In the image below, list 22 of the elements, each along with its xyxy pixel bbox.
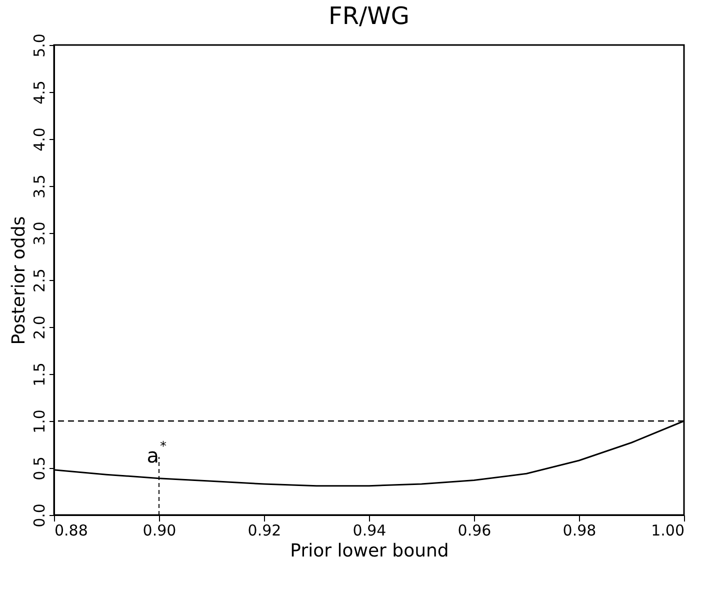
y-tick-label: 1.0: [30, 410, 48, 434]
y-tick-label: 2.0: [30, 316, 48, 340]
y-tick-label: 2.5: [30, 268, 48, 292]
y-tick-label: 5.0: [30, 34, 48, 58]
y-tick-label: 3.0: [30, 222, 48, 246]
x-tick-label: 0.92: [248, 522, 282, 540]
x-tick-label: 0.88: [54, 522, 88, 540]
x-tick-label: 0.98: [562, 522, 596, 540]
y-tick-label: 1.5: [30, 362, 48, 386]
y-tick-label: 4.0: [30, 128, 48, 152]
annotation: a*: [146, 439, 167, 468]
y-axis-title: Posterior odds: [8, 216, 30, 345]
y-tick-label: 4.5: [30, 80, 48, 104]
x-tick-label: 0.94: [352, 522, 386, 540]
y-tick-label: 0.5: [30, 456, 48, 480]
x-tick-label: 1.00: [651, 522, 684, 540]
x-tick-label: 0.90: [142, 522, 176, 540]
y-tick-label: 3.5: [30, 174, 48, 198]
chart-title: FR/WG: [328, 2, 410, 30]
x-tick-label: 0.96: [458, 522, 492, 540]
x-axis-title: Prior lower bound: [290, 540, 449, 562]
y-tick-label: 0.0: [30, 504, 48, 528]
